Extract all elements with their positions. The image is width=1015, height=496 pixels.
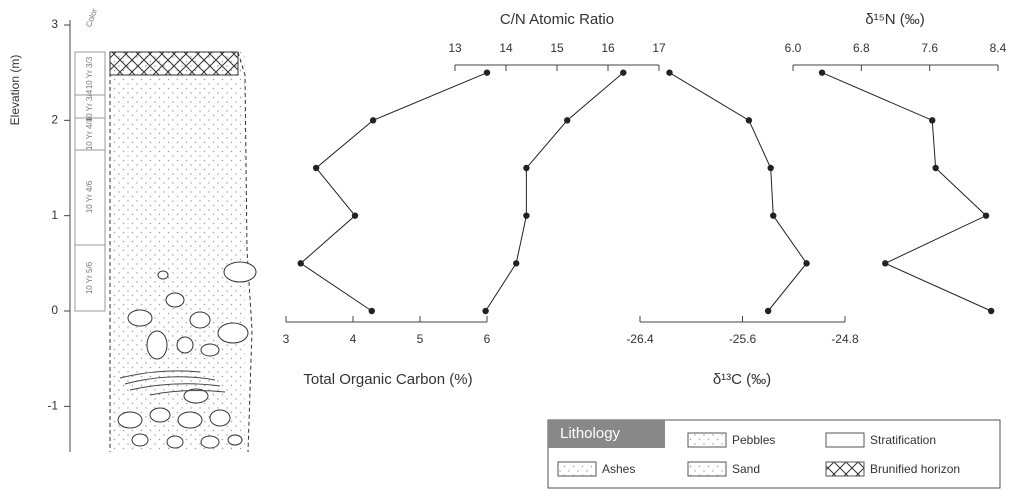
legend-label: Pebbles (732, 433, 775, 447)
data-point (312, 164, 320, 172)
data-line (485, 72, 624, 312)
legend-label: Ashes (602, 462, 635, 476)
color-label: 10 Yr 4/6 (85, 180, 94, 213)
data-point (929, 117, 936, 124)
legend-box (547, 419, 1001, 489)
color-label: 10 Yr 5/6 (85, 261, 94, 294)
x-tick-label: 7.6 (921, 41, 938, 55)
data-point (620, 69, 627, 76)
x-tick-label: 6.0 (785, 41, 802, 55)
data-point (513, 260, 520, 267)
data-point (368, 307, 375, 315)
x-tick-label: -26.4 (626, 332, 654, 346)
data-point (803, 260, 810, 267)
data-line (821, 72, 992, 312)
x-tick-label: 8.4 (990, 41, 1007, 55)
column-edge (109, 51, 253, 453)
data-point (764, 307, 772, 315)
x-tick-label: 5 (417, 332, 424, 346)
x-tick-label: -24.8 (831, 332, 859, 346)
lithology-column (109, 51, 257, 453)
data-point (767, 164, 774, 172)
y-tick-label: 1 (51, 208, 58, 222)
sand-swatch (687, 461, 727, 477)
x-tick-label: 16 (601, 41, 615, 55)
legend-label: Stratification (870, 433, 936, 447)
y-tick-label: 3 (51, 17, 58, 31)
x-tick-label: 15 (550, 41, 564, 55)
color-boxes (74, 51, 106, 312)
x-axis-title: C/N Atomic Ratio (500, 11, 614, 28)
x-tick-label: 3 (283, 332, 290, 346)
sand-fill (110, 52, 245, 452)
data-point (932, 164, 939, 172)
x-axis-title: δ¹⁵N (‰) (865, 11, 925, 28)
data-point (666, 69, 673, 76)
stratification (119, 370, 226, 396)
x-tick-label: -25.6 (729, 332, 757, 346)
data-point (351, 212, 359, 219)
data-point (818, 69, 826, 76)
brunified-layer (109, 51, 239, 76)
color-header: Color (84, 7, 99, 28)
data-point (987, 307, 995, 315)
y-axis-title: Elevation (m) (8, 55, 22, 126)
data-line (669, 72, 808, 312)
data-point (297, 260, 304, 267)
y-tick-label: 2 (51, 113, 58, 127)
x-tick-label: 4 (350, 332, 357, 346)
y-tick-label: -1 (47, 399, 58, 413)
legend: Lithology Pebbles Stratification Ashes S… (547, 419, 1001, 489)
data-point (882, 260, 889, 267)
legend-title: Lithology (560, 425, 621, 442)
legend-label: Brunified horizon (870, 462, 960, 476)
color-label: 10 Yr 4/4 (85, 117, 94, 150)
pebbles (117, 261, 257, 449)
pebbles-swatch (687, 432, 727, 448)
data-point (369, 117, 377, 124)
color-label: 10 Yr 3/3 (85, 56, 94, 89)
data-point (483, 69, 491, 76)
data-point (770, 212, 777, 219)
data-line (299, 72, 488, 312)
x-tick-label: 17 (652, 41, 666, 55)
legend-header (548, 420, 665, 448)
data-point (745, 117, 753, 124)
data-point (982, 212, 990, 219)
color-label: 10 Yr 3/4 (85, 89, 94, 122)
legend-label: Sand (732, 462, 760, 476)
data-point (482, 307, 489, 315)
x-tick-label: 6.8 (853, 41, 870, 55)
stratification-swatch (825, 432, 865, 448)
data-point (523, 212, 530, 219)
x-tick-label: 13 (448, 41, 462, 55)
x-tick-label: 14 (499, 41, 513, 55)
x-axis-title: δ¹³C (‰) (713, 371, 771, 388)
x-axis-title: Total Organic Carbon (%) (303, 371, 472, 388)
x-tick-label: 6 (484, 332, 491, 346)
y-tick-label: 0 (51, 303, 58, 317)
ashes-swatch (557, 461, 597, 477)
brunified-swatch (825, 461, 865, 477)
data-point (523, 164, 530, 172)
data-point (564, 117, 571, 124)
